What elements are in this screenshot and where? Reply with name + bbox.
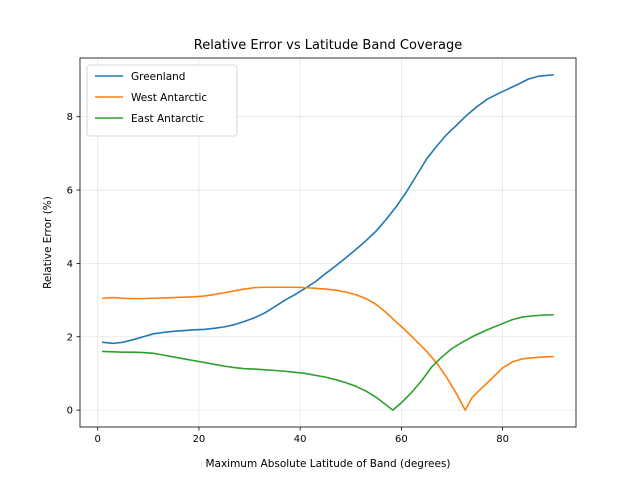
x-tick-label: 80 [496,434,509,445]
x-tick-label: 0 [95,434,101,445]
legend-box [86,64,238,137]
y-tick-label: 8 [67,112,73,123]
chart-title: Relative Error vs Latitude Band Coverage [194,38,462,53]
series-line-east-antarctic [101,313,555,411]
plot-frame [79,57,577,428]
y-axis-title: Relative Error (%) [42,196,54,289]
legend-label-west-antarctic: West Antarctic [131,92,207,104]
x-tick-label: 60 [395,434,408,445]
y-tick-label: 4 [67,259,73,270]
legend-label-east-antarctic: East Antarctic [131,113,204,125]
y-tick-label: 0 [67,406,73,417]
x-tick-label: 20 [193,434,206,445]
legend: Greenland West Antarctic East Antarctic [86,64,238,137]
y-tick-label: 2 [67,332,73,343]
series-lines [101,74,555,411]
axis-ticks: 0 20 40 60 80 0 2 4 6 8 [67,112,509,445]
series-line-west-antarctic [101,286,555,411]
legend-label-greenland: Greenland [131,71,185,83]
series-line-greenland [101,74,555,345]
y-tick-label: 6 [67,186,73,197]
x-axis-title: Maximum Absolute Latitude of Band (degre… [205,458,450,470]
x-tick-label: 40 [294,434,307,445]
